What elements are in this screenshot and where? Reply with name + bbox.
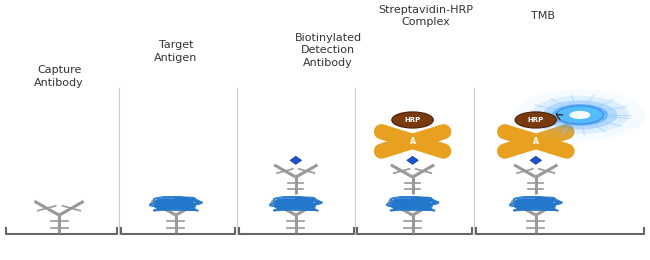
Text: HRP: HRP xyxy=(404,117,421,123)
Polygon shape xyxy=(290,156,302,164)
Text: Streptavidin-HRP
Complex: Streptavidin-HRP Complex xyxy=(378,5,473,27)
Circle shape xyxy=(543,100,618,129)
Text: A: A xyxy=(410,137,415,146)
Circle shape xyxy=(392,112,434,128)
Text: A: A xyxy=(533,137,539,146)
Circle shape xyxy=(569,111,590,119)
Text: Biotinylated
Detection
Antibody: Biotinylated Detection Antibody xyxy=(294,33,362,68)
Polygon shape xyxy=(407,156,418,164)
Circle shape xyxy=(552,104,608,126)
Circle shape xyxy=(515,89,645,140)
Circle shape xyxy=(515,112,556,128)
Circle shape xyxy=(556,106,603,124)
Text: TMB: TMB xyxy=(531,11,555,21)
Circle shape xyxy=(531,96,629,134)
Text: Target
Antigen: Target Antigen xyxy=(154,40,198,63)
Polygon shape xyxy=(530,156,541,164)
Circle shape xyxy=(556,106,603,124)
Text: HRP: HRP xyxy=(528,117,544,123)
Text: Capture
Antibody: Capture Antibody xyxy=(34,66,84,88)
